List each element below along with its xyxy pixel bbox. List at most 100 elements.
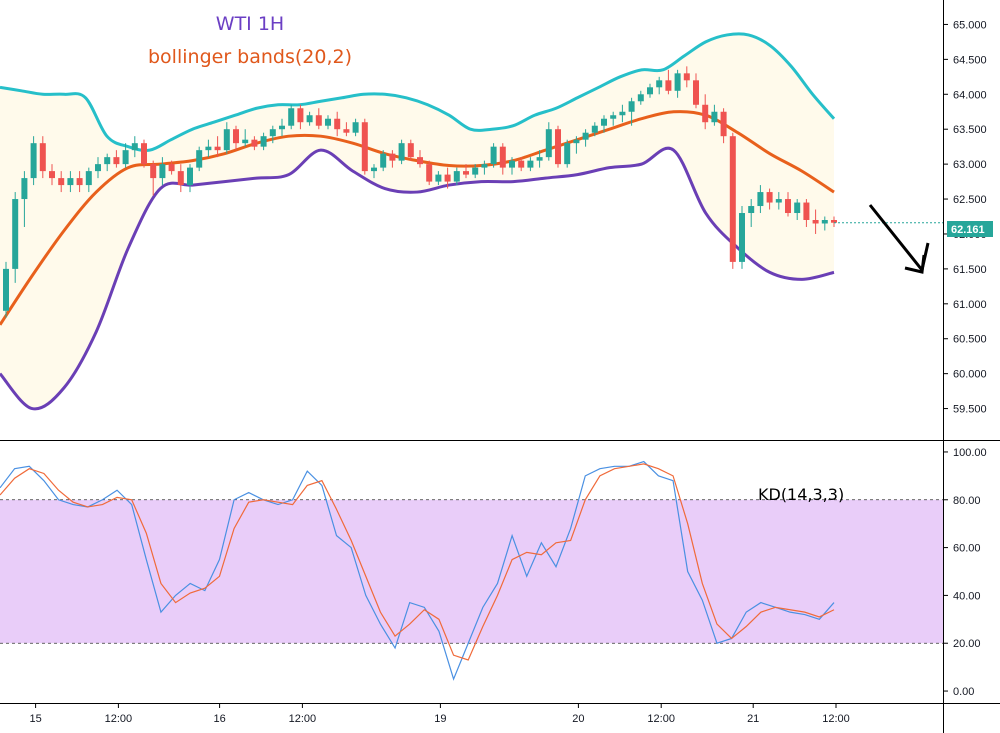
candle-body	[297, 108, 304, 123]
candle-body	[150, 164, 157, 179]
candle-body	[205, 146, 212, 151]
candle-body	[582, 132, 589, 140]
candle-body	[233, 129, 239, 144]
kd-tick-label: 100.00	[953, 447, 987, 459]
candle-body	[49, 171, 55, 179]
candle-body	[39, 143, 46, 172]
candle-body	[812, 220, 819, 224]
candle-body	[104, 157, 111, 165]
candle-body	[527, 160, 534, 168]
candle-body	[58, 178, 65, 186]
candle-body	[610, 115, 617, 119]
candle-body	[472, 167, 479, 175]
candle-body	[288, 108, 295, 126]
candle-body	[21, 178, 28, 200]
candle-body	[306, 115, 313, 123]
candle-body	[545, 129, 552, 158]
candle-body	[122, 150, 129, 165]
candle-body	[831, 220, 837, 223]
price-tick-label: 63.000	[953, 159, 987, 171]
candle-body	[113, 157, 120, 165]
candle-body	[352, 122, 359, 133]
candle-body	[435, 174, 442, 182]
candle-body	[739, 213, 745, 262]
price-tick-label: 60.000	[953, 369, 987, 381]
candle-body	[601, 118, 607, 126]
candle-body	[720, 111, 727, 137]
candle-body	[536, 157, 543, 161]
price-tick-label: 61.000	[953, 299, 987, 311]
candle-body	[325, 118, 331, 126]
candle-body	[251, 139, 258, 147]
candle-body	[76, 178, 83, 186]
candle-body	[417, 157, 423, 165]
kd-title: KD(14,3,3)	[758, 485, 844, 504]
candle-body	[334, 118, 341, 130]
price-tick-label: 59.500	[953, 404, 987, 416]
time-tick-label: 12:00	[822, 713, 850, 725]
candle-body	[509, 160, 515, 168]
band-fill	[0, 33, 834, 409]
candle-body	[12, 199, 19, 269]
candle-body	[242, 139, 249, 144]
candle-body	[343, 129, 350, 133]
candle-body	[481, 164, 488, 168]
candle-body	[426, 164, 433, 182]
candle-body	[619, 111, 626, 116]
time-tick-label: 20	[572, 713, 584, 725]
kd-indicator	[0, 460, 835, 681]
candle-body	[380, 153, 387, 168]
candle-body	[821, 220, 828, 224]
candle-body	[785, 199, 791, 214]
d-line	[0, 463, 835, 661]
candle-body	[85, 171, 92, 186]
kd-tick-label: 0.00	[953, 686, 974, 698]
time-tick-label: 19	[434, 713, 446, 725]
chart-title: WTI 1H	[216, 13, 284, 35]
candle-body	[371, 167, 377, 172]
candle-body	[665, 80, 672, 91]
candle-body	[398, 143, 405, 161]
candle-body	[196, 150, 203, 168]
upper-band-line	[0, 32, 836, 152]
price-tick-label: 63.500	[953, 124, 987, 136]
candle-body	[131, 143, 138, 151]
time-tick-label: 12:00	[647, 713, 675, 725]
price-tick-label: 64.000	[953, 89, 987, 101]
candle-body	[30, 143, 37, 179]
candle-body	[177, 171, 184, 186]
candle-body	[591, 125, 598, 133]
candle-body	[683, 73, 690, 81]
kd-tick-label: 40.00	[953, 590, 981, 602]
candle-body	[628, 101, 635, 112]
chart-subtitle: bollinger bands(20,2)	[148, 46, 352, 68]
time-tick-label: 15	[29, 713, 41, 725]
price-label-bg	[947, 221, 993, 237]
candle-body	[564, 143, 571, 165]
candle-body	[518, 160, 525, 168]
candle-body	[647, 87, 653, 95]
candle-body	[757, 192, 764, 207]
time-tick-label: 12:00	[105, 713, 133, 725]
time-tick-label: 21	[747, 713, 759, 725]
candle-body	[3, 268, 9, 311]
candle-body	[711, 111, 718, 123]
candle-body	[463, 171, 469, 175]
candle-body	[187, 167, 193, 186]
price-tick-label: 65.000	[953, 19, 987, 31]
price-tick-label: 60.500	[953, 334, 987, 346]
kd-tick-label: 60.00	[953, 543, 981, 555]
candle-body	[444, 174, 451, 182]
candle-body	[95, 164, 101, 172]
candle-body	[279, 125, 285, 130]
candle-body	[214, 146, 221, 151]
candle-body	[794, 202, 801, 214]
candle-body	[573, 139, 580, 144]
candle-body	[141, 143, 147, 165]
candle-body	[748, 206, 755, 214]
candle-body	[766, 192, 773, 203]
candle-body	[775, 199, 782, 203]
price-tick-label: 62.500	[953, 194, 987, 206]
candle-body	[260, 136, 267, 147]
